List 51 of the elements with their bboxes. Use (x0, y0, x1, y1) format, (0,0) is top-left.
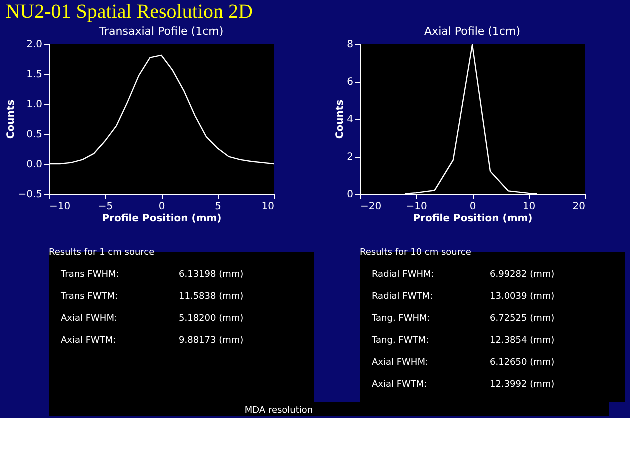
x-tick-label: −10 (50, 202, 71, 212)
text: 9.88173 (mm) (179, 336, 244, 346)
y-tick-label: 6 (347, 77, 354, 88)
y-tick-label: 1.0 (26, 100, 42, 110)
x-axis-title: Profile Position (mm) (413, 214, 533, 224)
text: 5.18200 (mm) (179, 314, 244, 324)
y-tick-label: 4 (347, 114, 354, 126)
y-axis-title: Counts (6, 100, 18, 140)
y-tick-label: 8 (347, 40, 354, 50)
text: 6.12650 (mm) (490, 358, 555, 368)
text: MDA resolution (244, 406, 314, 416)
text: 11.5838 (mm) (179, 292, 244, 302)
text: Trans FWTM: (60, 292, 118, 302)
x-tick-label: 5 (215, 202, 222, 212)
text: 12.3854 (mm) (490, 336, 555, 346)
text: Results for 1 cm source (49, 248, 156, 258)
text: 6.13198 (mm) (179, 270, 244, 280)
text: Tang. FWHM: (371, 314, 430, 324)
text: Axial FWHM: (61, 314, 118, 324)
x-tick-label: 0 (470, 202, 476, 212)
x-tick-label: 20 (572, 202, 586, 212)
text: 6.72525 (mm) (490, 314, 555, 324)
text: NU2-01 Spatial Resolution 2D (6, 1, 253, 23)
text: Axial FWTM: (61, 336, 116, 346)
chart-title: Transaxial Pofile (1cm) (98, 25, 224, 38)
y-tick-label: 0.0 (26, 160, 42, 170)
text: Results for 10 cm source (360, 248, 472, 258)
text: Radial FWHM: (372, 270, 434, 280)
x-tick-label: −10 (406, 202, 428, 212)
x-tick-label: 10 (522, 202, 536, 212)
x-tick-label: −20 (360, 202, 382, 212)
text: Radial FWTM: (372, 292, 434, 302)
y-tick-label: 2.0 (26, 40, 42, 50)
y-tick-label: 1.5 (26, 70, 42, 80)
text: Axial FWHM: (372, 358, 429, 368)
y-tick-label: 0.5 (26, 130, 42, 140)
y-tick-label: −0.5 (18, 190, 42, 200)
text: 6.99282 (mm) (490, 270, 555, 280)
text: 13.0039 (mm) (490, 292, 555, 302)
y-tick-label: 2 (347, 152, 354, 163)
text: 12.3992 (mm) (490, 380, 555, 390)
x-tick-label: 10 (262, 202, 274, 212)
text: Axial FWTM: (372, 380, 428, 390)
text: Trans FWHM: (60, 270, 120, 280)
y-axis-title: Counts (335, 100, 346, 140)
y-tick-label: 0 (347, 190, 354, 200)
text: Tang. FWTM: (371, 336, 430, 346)
x-tick-label: 0 (158, 202, 166, 212)
chart-title: Axial Pofile (1cm) (424, 25, 520, 38)
x-axis-title: Profile Position (mm) (102, 214, 222, 224)
x-tick-label: −5 (98, 202, 114, 212)
